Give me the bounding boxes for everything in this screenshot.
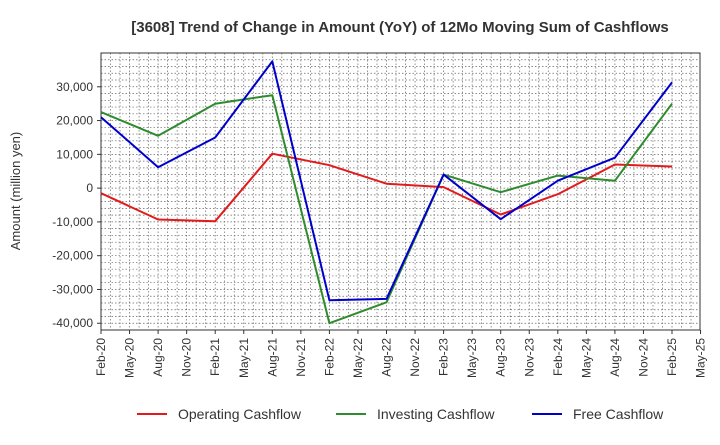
axis-layer: -40,000 -30,000 -20,000 -10,000 0 10,000 20,00…: [52, 52, 708, 378]
y-tick-label: -30,000: [52, 282, 93, 296]
x-tick-label: Aug-21: [265, 338, 279, 377]
y-tick-label: 30,000: [56, 80, 93, 94]
x-tick-label: May-24: [579, 338, 593, 378]
chart-title: [3608] Trend of Change in Amount (YoY) o…: [131, 19, 669, 36]
x-tick-label: May-22: [351, 338, 365, 378]
series-line-investing-cashflow: [100, 94, 673, 325]
x-tick-label: Feb-25: [665, 338, 679, 376]
plot-frame: [100, 52, 701, 331]
x-tick-label: Aug-24: [608, 338, 622, 377]
legend-label: Free Cashflow: [573, 406, 664, 422]
x-tick-label: Nov-23: [522, 338, 536, 377]
legend-label: Investing Cashflow: [377, 406, 495, 422]
x-tick-label: Aug-23: [494, 338, 508, 377]
y-tick-label: 0: [86, 181, 93, 195]
x-tick-label: Nov-20: [180, 338, 194, 377]
x-tick-label: Nov-21: [294, 338, 308, 377]
series-line-free-cashflow: [100, 60, 673, 302]
x-tick-label: May-23: [465, 338, 479, 378]
y-tick-label: 10,000: [56, 147, 93, 161]
y-axis-label: Amount (million yen): [8, 132, 23, 251]
y-tick-label: -20,000: [52, 249, 93, 263]
x-tick-label: Nov-24: [636, 338, 650, 377]
x-tick-label: Feb-23: [437, 338, 451, 376]
x-tick-label: May-21: [237, 338, 251, 378]
x-tick-label: Feb-22: [322, 338, 336, 376]
y-tick-label: 20,000: [56, 114, 93, 128]
x-tick-label: Feb-24: [551, 338, 565, 376]
plot-area: [101, 53, 700, 330]
x-tick-label: May-20: [123, 338, 137, 378]
legend-label: Operating Cashflow: [178, 406, 302, 422]
x-tick-label: Aug-20: [151, 338, 165, 377]
x-tick-label: Feb-20: [94, 338, 108, 376]
x-tick-label: Feb-21: [208, 338, 222, 376]
x-tick-label: Nov-22: [408, 338, 422, 377]
series-layer: [100, 60, 673, 325]
y-tick-label: -10,000: [52, 215, 93, 229]
x-tick-label: Aug-22: [380, 338, 394, 377]
grid-layer: [100, 52, 700, 331]
x-tick-label: May-25: [694, 338, 708, 378]
legend: Operating Cashflow Investing Cashflow Free…: [137, 406, 664, 422]
y-tick-label: -40,000: [52, 316, 93, 330]
series-line-operating-cashflow: [100, 152, 673, 223]
